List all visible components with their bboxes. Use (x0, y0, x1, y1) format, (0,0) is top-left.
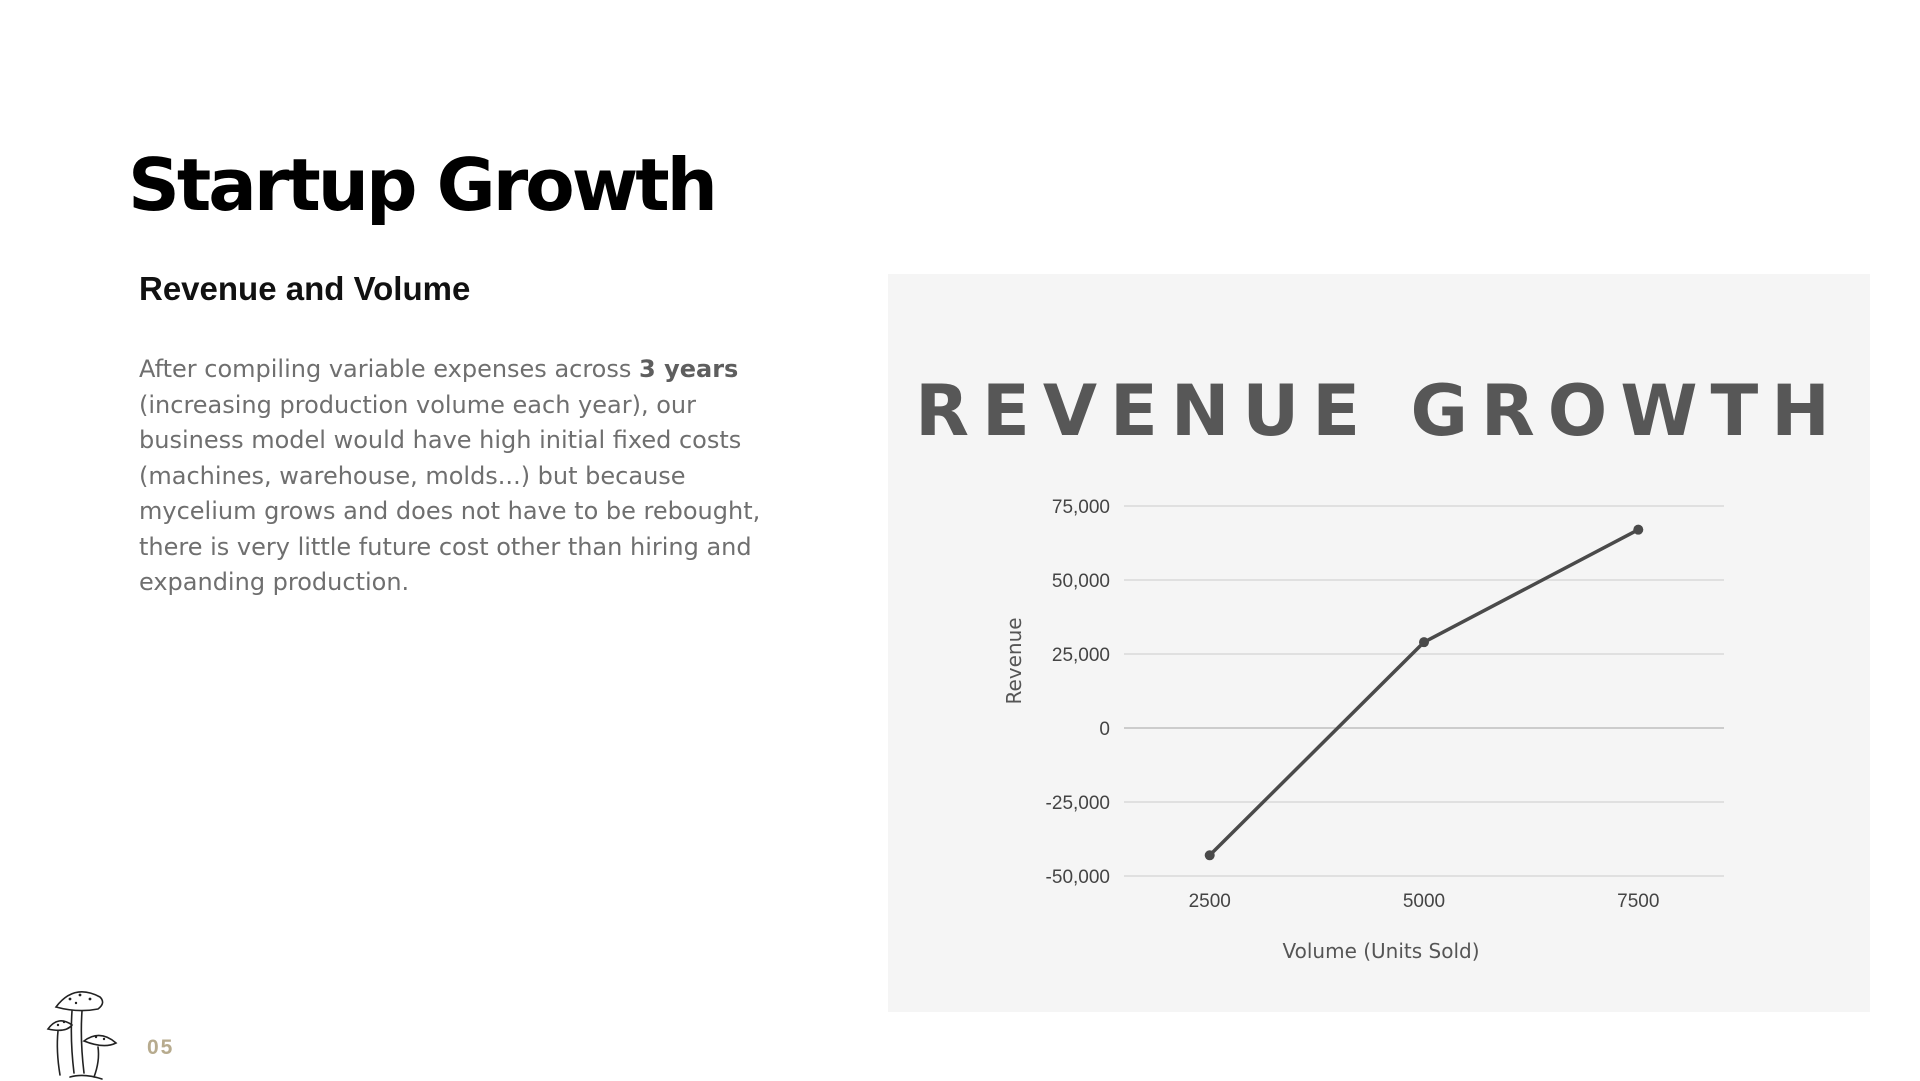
y-axis-ticks: 75,000 50,000 25,000 0 -25,000 -50,000 (1046, 497, 1110, 888)
body-paragraph: After compiling variable expenses across… (139, 352, 779, 601)
y-tick-label: 75,000 (1052, 497, 1110, 518)
x-tick-label: 5000 (1403, 891, 1445, 912)
y-tick-label: 0 (1099, 719, 1110, 740)
x-tick-label: 7500 (1617, 891, 1659, 912)
section-subtitle: Revenue and Volume (139, 270, 471, 307)
chart-title: REVENUE GROWTH (915, 370, 1843, 452)
y-tick-label: 25,000 (1052, 645, 1110, 666)
x-tick-label: 2500 (1189, 891, 1231, 912)
body-text-end: (increasing production volume each year)… (139, 390, 761, 597)
data-point (1633, 524, 1644, 535)
mushroom-sketch-icon (46, 991, 118, 1080)
data-point (1204, 850, 1215, 861)
chart-panel: REVENUE GROWTH 75,000 50,000 25,000 0 -25,00… (888, 274, 1870, 1012)
data-point (1419, 637, 1429, 648)
x-axis-ticks: 2500 5000 7500 (1189, 891, 1660, 912)
x-axis-label: Volume (Units Sold) (1282, 939, 1479, 963)
y-axis-label: Revenue (1002, 617, 1026, 704)
body-text-start: After compiling variable expenses across (139, 355, 640, 383)
revenue-line-chart: 75,000 50,000 25,000 0 -25,000 -50,000 2500 50… (1002, 497, 1724, 963)
grid-lines (1124, 505, 1724, 877)
y-tick-label: -50,000 (1046, 867, 1110, 888)
y-tick-label: -25,000 (1046, 793, 1110, 814)
series-line (1208, 528, 1640, 857)
y-tick-label: 50,000 (1052, 571, 1110, 592)
series-layer (1204, 524, 1644, 861)
body-text-emphasis: 3 years (639, 355, 739, 383)
slide-title: Startup Growth (128, 143, 718, 227)
page-number: 05 (147, 1036, 175, 1059)
